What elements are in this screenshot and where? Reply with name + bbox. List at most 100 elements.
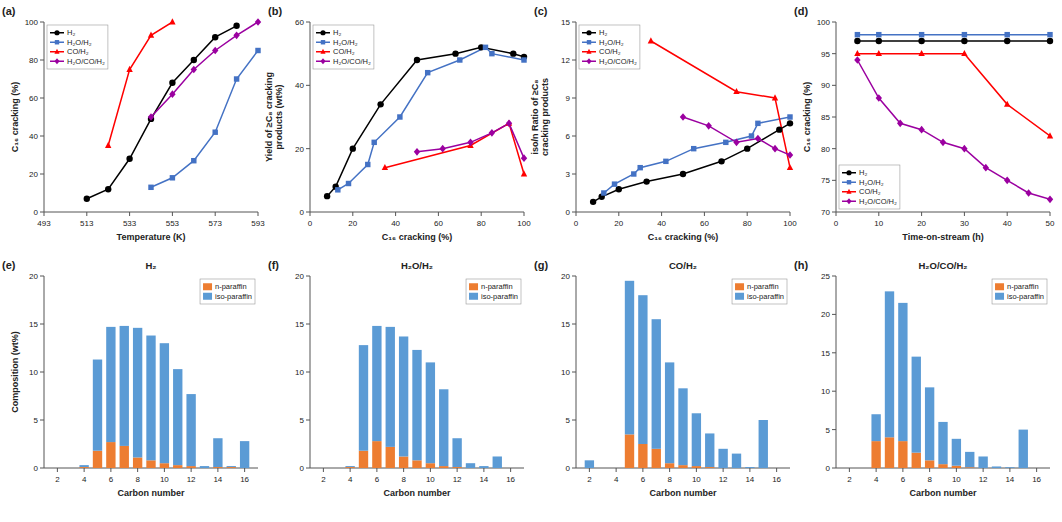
marker: [255, 48, 260, 53]
marker: [663, 159, 668, 164]
marker: [233, 31, 239, 39]
bar: [399, 456, 408, 468]
bar: [1005, 467, 1014, 468]
y-tick: [572, 212, 576, 213]
marker: [787, 164, 793, 170]
marker: [612, 181, 617, 186]
marker: [397, 114, 402, 119]
line: [417, 123, 524, 158]
marker: [723, 140, 728, 145]
marker: [680, 113, 686, 121]
marker: [918, 38, 924, 44]
y-tick: [40, 60, 44, 61]
x-tick-label: 14: [213, 475, 222, 484]
x-tick: [704, 212, 705, 216]
marker: [126, 156, 132, 162]
legend-label: n-paraffin: [1007, 282, 1039, 291]
bar: [399, 336, 408, 456]
marker: [489, 51, 494, 56]
y-axis-label-line: products (wt%): [274, 85, 284, 150]
y-tick: [40, 174, 44, 175]
x-tick: [723, 468, 724, 472]
bar: [665, 362, 674, 463]
x-tick: [164, 468, 165, 472]
x-tick: [836, 212, 837, 216]
marker: [940, 138, 946, 146]
x-tick: [215, 212, 216, 216]
marker: [521, 170, 527, 176]
legend-swatch: [203, 293, 212, 300]
x-tick: [589, 468, 590, 472]
bar: [173, 369, 182, 465]
x-tick-label: 6: [641, 475, 646, 484]
x-tick-label: 10: [160, 475, 169, 484]
line: [327, 47, 524, 196]
y-tick: [572, 468, 576, 469]
bar: [952, 439, 961, 466]
marker: [854, 50, 860, 56]
marker: [776, 126, 782, 132]
y-tick: [306, 212, 310, 213]
panel-label: (g): [534, 259, 548, 271]
bar: [938, 464, 947, 468]
legend-label: H₂O/CO/H₂: [599, 57, 637, 66]
bar: [965, 452, 974, 467]
marker: [521, 57, 526, 62]
marker: [467, 138, 473, 146]
y-tick: [572, 276, 576, 277]
marker: [855, 32, 860, 37]
bar: [938, 422, 947, 464]
x-tick: [790, 212, 791, 216]
marker: [233, 23, 239, 29]
line: [87, 26, 237, 199]
x-tick: [395, 212, 396, 216]
x-tick-label: 0: [308, 219, 313, 228]
plot-area: [327, 47, 524, 196]
y-axis: [836, 276, 837, 468]
y-tick-label: 10: [295, 368, 304, 377]
y-tick-label: 80: [821, 145, 830, 154]
x-tick: [849, 468, 850, 472]
bar: [66, 468, 75, 469]
y-tick-label: 0: [34, 208, 39, 217]
x-axis-label: C₁₆ cracking (%): [382, 232, 452, 242]
marker: [1004, 38, 1010, 44]
legend-swatch: [995, 293, 1004, 300]
legend-label: H₂O/H₂: [599, 38, 624, 47]
x-tick: [86, 212, 87, 216]
x-tick: [616, 468, 617, 472]
legend-label: iso-paraffin: [747, 292, 784, 301]
panel-label: (c): [534, 5, 548, 17]
legend-label: H₂: [599, 28, 607, 37]
legend-box: [200, 279, 255, 304]
bar: [412, 350, 421, 460]
marker: [876, 32, 881, 37]
bar: [240, 441, 249, 468]
x-tick-label: 100: [783, 219, 797, 228]
marker: [918, 50, 924, 56]
marker: [126, 66, 132, 72]
marker: [705, 122, 711, 130]
marker: [414, 148, 420, 156]
figure: 493513533553573593020406080100Temperatur…: [0, 0, 1062, 522]
bar: [173, 465, 182, 468]
bar: [106, 442, 115, 468]
legend-swatch: [586, 58, 591, 64]
x-tick: [137, 468, 138, 472]
marker: [382, 164, 388, 170]
y-tick: [40, 212, 44, 213]
marker: [962, 32, 967, 37]
marker: [919, 32, 924, 37]
bar: [638, 444, 647, 468]
marker: [733, 88, 739, 94]
marker: [1047, 195, 1053, 203]
legend-swatch: [847, 180, 851, 184]
legend-label: iso-paraffin: [215, 292, 252, 301]
x-tick: [902, 468, 903, 472]
legend-box: [466, 279, 521, 304]
y-tick-label: 12: [561, 56, 570, 65]
y-tick: [572, 60, 576, 61]
bar: [912, 357, 921, 453]
legend-label: H₂O/CO/H₂: [67, 57, 105, 66]
legend: n-paraffiniso-paraffin: [200, 279, 255, 304]
